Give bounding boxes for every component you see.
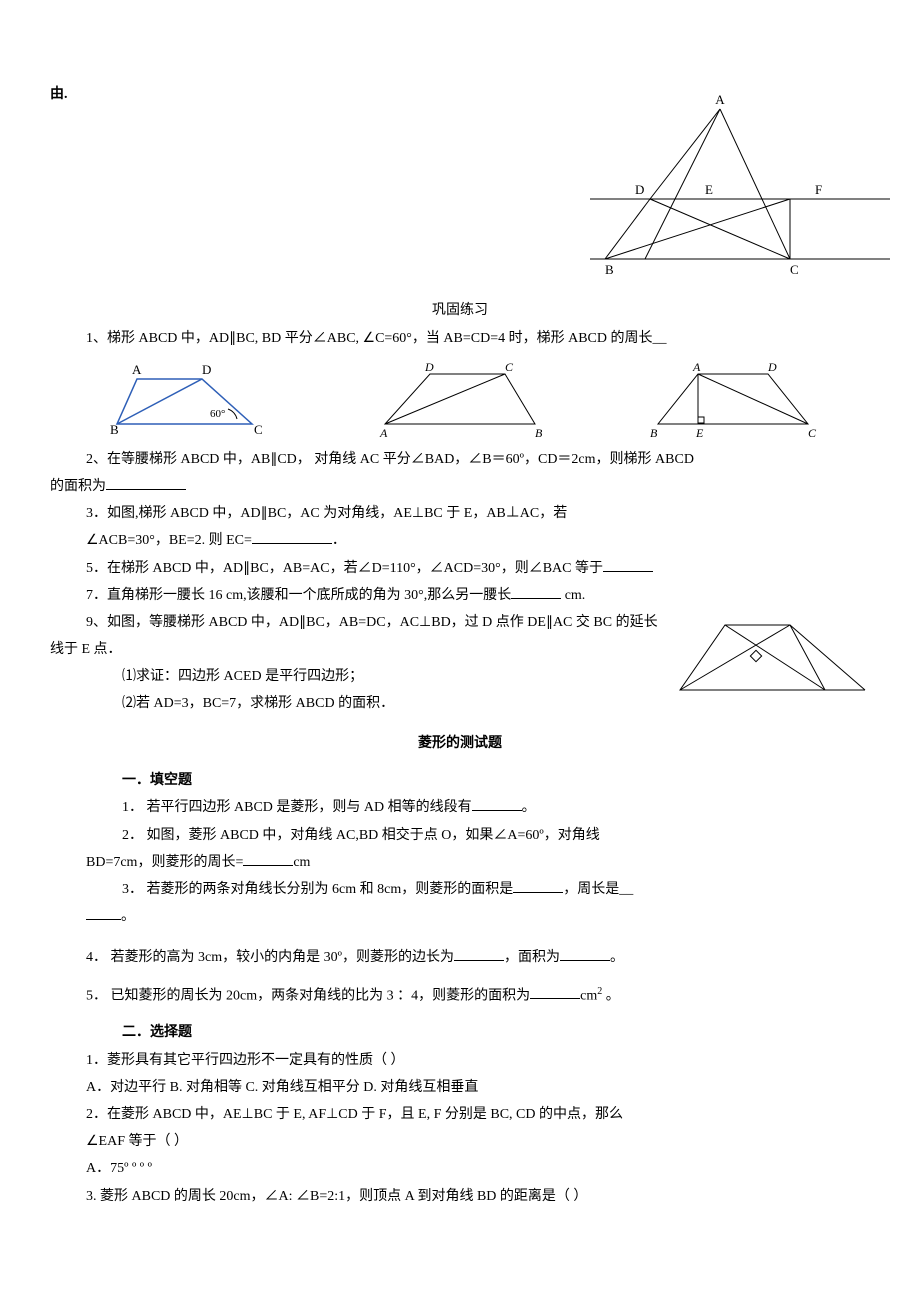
c1: 1．菱形具有其它平行四边形不一定具有的性质（ ） [50,1048,870,1073]
figure-9 [670,610,870,719]
figure-top: A B C D E F [590,99,890,288]
q9c: ⑴求证：四边形 ACED 是平行四边形； [122,669,363,684]
sec-fill: 一．填空题 [50,768,870,793]
r2a: 2． 如图，菱形 ABCD 中，对角线 AC,BD 相交于点 O，如果∠A=60… [122,828,600,843]
r4-blank1 [454,946,504,961]
r5: 5． 已知菱形的周长为 20cm，两条对角线的比为 3 ：4，则菱形的面积为 [86,988,530,1003]
r4-blank2 [560,946,610,961]
fig2-C: C [505,360,514,374]
r5-end: 。 [602,988,620,1003]
fig1-D: D [202,362,211,377]
r1-after: 。 [522,800,536,815]
fig3-E: E [695,426,704,440]
figure-2: D C A B [375,359,545,439]
r3c: 。 [121,909,135,924]
q3b: ∠ACB=30°，BE=2. 则 EC= [86,533,252,548]
practice-header: 巩固练习 [50,298,870,323]
fig-top-E: E [705,182,713,197]
r2-blank [243,850,293,865]
fig3-D: D [767,360,777,374]
r4-after: 。 [610,950,624,965]
r3-blank2 [86,905,121,920]
figure-3: A D B C E [648,359,818,439]
q5: 5．在梯形 ABCD 中，AD∥BC，AB=AC，若∠D=110°，∠ACD=3… [86,561,603,576]
fig3-C: C [808,426,817,440]
q3b-after: ． [332,533,346,548]
r4-mid: ，面积为 [504,950,560,965]
fig3-B: B [650,426,658,440]
r1-blank [472,796,522,811]
figure-row: A D B C 60° D C A B A D [50,359,870,439]
q9d: ⑵若 AD=3，BC=7，求梯形 ABCD 的面积． [122,696,394,711]
c2b: ∠EAF 等于（ ） [50,1129,870,1154]
q7-blank [511,583,561,598]
q1: 1、梯形 ABCD 中，AD∥BC, BD 平分∠ABC, ∠C=60°，当 A… [50,326,870,351]
fig-top-A: A [715,92,725,107]
fig2-D: D [424,360,434,374]
r5-after: cm [580,988,597,1003]
r2b-after: cm [293,855,310,870]
r2b: BD=7cm，则菱形的周长= [86,855,243,870]
q2-blank [106,475,186,490]
r4: 4． 若菱形的高为 3cm，较小的内角是 30º，则菱形的边长为 [86,950,454,965]
fig1-C: C [254,422,263,437]
sec-choice: 二．选择题 [50,1020,870,1045]
q7: 7．直角梯形一腰长 16 cm,该腰和一个底所成的角为 30°,那么另一腰长 [86,588,511,603]
figure-1: A D B C 60° [102,359,272,439]
r3b: ，周长是__ [563,882,633,897]
q2b: 的面积为 [50,479,106,494]
q9b: 线于 E 点． [50,642,122,657]
fig2-A: A [379,426,388,440]
q2a: 2、在等腰梯形 ABCD 中，AB∥CD， 对角线 AC 平分∠BAD，∠B＝6… [86,452,694,467]
fig-top-F: F [815,182,822,197]
fig-top-C: C [790,262,799,277]
c2a: 2．在菱形 ABCD 中，AE⊥BC 于 E, AF⊥CD 于 F，且 E, F… [50,1102,870,1127]
r3-blank1 [513,878,563,893]
r3a: 3． 若菱形的两条对角线长分别为 6cm 和 8cm，则菱形的面积是 [122,882,513,897]
r1: 1． 若平行四边形 ABCD 是菱形，则与 AD 相等的线段有 [122,800,472,815]
c3: 3. 菱形 ABCD 的周长 20cm，∠A: ∠B=2:1，则顶点 A 到对角… [50,1184,870,1209]
fig3-A: A [692,360,701,374]
fig-top-B: B [605,262,614,277]
q5-blank [603,556,653,571]
q9a: 9、如图，等腰梯形 ABCD 中，AD∥BC，AB=DC，AC⊥BD，过 D 点… [86,615,658,630]
q7-after: cm. [561,588,585,603]
fig2-B: B [535,426,543,440]
q3-blank [252,529,332,544]
q3a: 3．如图,梯形 ABCD 中，AD∥BC，AC 为对角线，AE⊥BC 于 E，A… [86,506,567,521]
fig-top-D: D [635,182,644,197]
r5-blank [530,984,580,999]
c1-opts: A．对边平行 B. 对角相等 C. 对角线互相平分 D. 对角线互相垂直 [50,1075,870,1100]
rhombus-title: 菱形的测试题 [50,731,870,756]
fig1-A: A [132,362,142,377]
fig1-B: B [110,422,119,437]
c2-opts: A．75º º º º [50,1156,870,1181]
fig1-ang: 60° [210,408,225,420]
